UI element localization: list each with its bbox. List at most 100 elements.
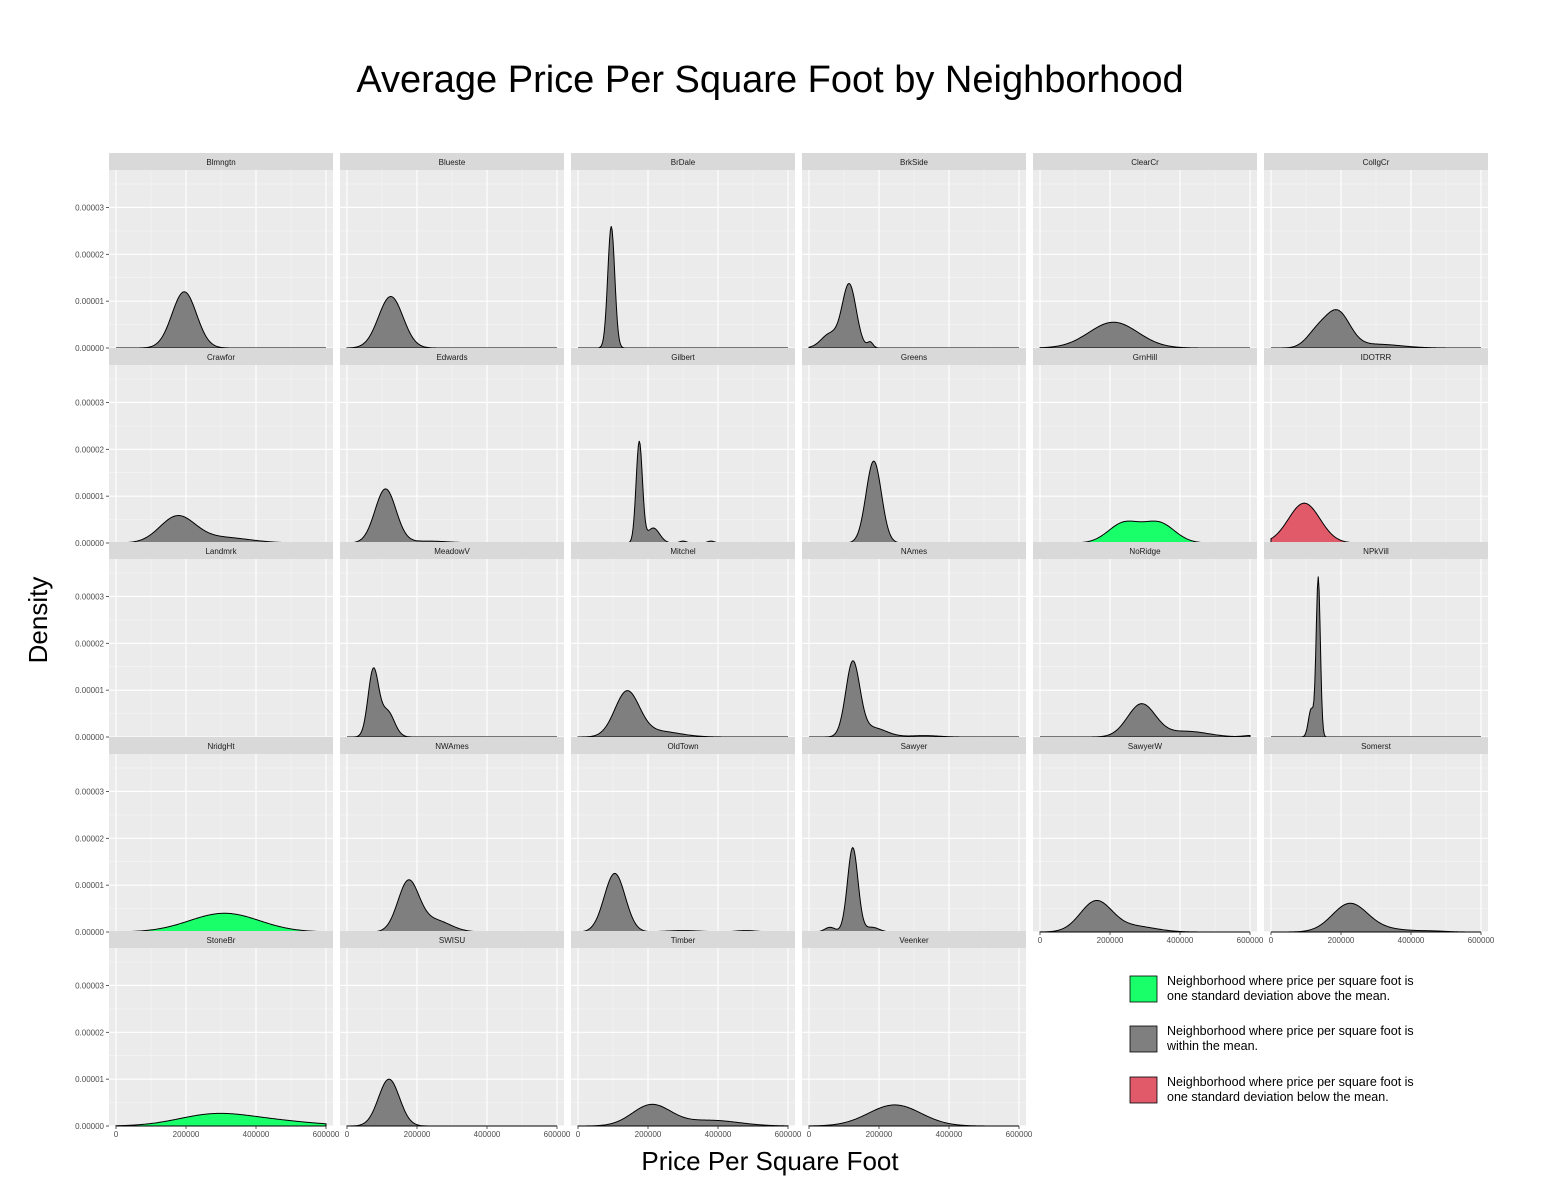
facet-names: NAmes [802,542,1026,738]
density-area [1271,309,1481,349]
y-tick-label: 0.00003 [75,787,104,796]
x-tick-label: 200000 [1097,936,1124,945]
facet-sawyer: Sawyer [802,737,1026,933]
x-tick-label: 200000 [866,1130,893,1139]
y-tick-label: 0.00002 [75,639,104,648]
x-tick-label: 200000 [404,1130,431,1139]
x-tick-label: 600000 [775,1130,802,1139]
facet-strip [1033,153,1257,170]
density-area [115,912,327,933]
y-tick-label: 0.00000 [75,1122,104,1131]
y-tick-label: 0.00000 [75,733,104,742]
y-tick-label: 0.00003 [75,592,104,601]
x-tick-label: 0 [1038,936,1043,945]
y-tick-label: 0.00001 [75,492,104,501]
legend-text-line2: one standard deviation above the mean. [1167,989,1390,1003]
density-area [808,1104,1019,1127]
chart-title: Average Price Per Square Foot by Neighbo… [356,59,1183,101]
facet-oldtown: OldTown [571,737,795,933]
facet-blueste: Blueste [340,153,564,349]
facet-strip [571,153,795,170]
facet-label: Sawyer [901,742,928,751]
density-area [1039,899,1250,933]
facet-brdale: BrDale [571,153,795,349]
facet-label: SawyerW [1128,742,1163,751]
facet-strip [340,153,564,170]
legend-text-line1: Neighborhood where price per square foot… [1167,974,1414,988]
legend-text-line2: one standard deviation below the mean. [1167,1090,1389,1104]
facet-grnhill: GrnHill [1033,348,1257,544]
x-tick-label: 400000 [474,1130,501,1139]
facet-mitchel: Mitchel [571,542,795,738]
facet-timber: Timber 0 200000 400000 600000 [571,931,802,1139]
legend-item-above: Neighborhood where price per square foot… [1129,974,1414,1003]
facet-label: Mitchel [670,547,696,556]
y-tick-label: 0.00003 [75,203,104,212]
facet-collgcr: CollgCr [1264,153,1488,349]
facet-label: NoRidge [1129,547,1161,556]
density-area [346,1078,557,1127]
facet-label: Timber [671,936,696,945]
facet-label: BrkSide [900,158,929,167]
x-tick-label: 400000 [1398,936,1425,945]
facet-label: Landmrk [205,547,237,556]
facet-strip [1264,542,1488,559]
facet-npkvill: NPkVill [1264,542,1488,738]
facet-strip [571,931,795,948]
legend-text-line2: within the mean. [1166,1039,1258,1053]
y-tick-label: 0.00001 [75,686,104,695]
x-tick-label: 200000 [1328,936,1355,945]
facet-strip [1033,737,1257,754]
facet-strip [571,348,795,365]
facet-label: ClearCr [1131,158,1159,167]
x-tick-label: 400000 [1167,936,1194,945]
density-area [1271,902,1481,933]
facet-strip [340,542,564,559]
facet-label: Gilbert [671,353,695,362]
facet-strip [340,348,564,365]
facet-label: Somerst [1361,742,1392,751]
facet-label: CollgCr [1363,158,1390,167]
facet-swisu: SWISU 0 200000 400000 600000 [340,931,571,1139]
x-tick-label: 0 [114,1130,119,1139]
facet-strip [802,542,1026,559]
x-tick-label: 200000 [635,1130,662,1139]
density-area [577,872,788,933]
x-tick-label: 0 [576,1130,581,1139]
facet-label: SWISU [439,936,465,945]
facet-strip [1033,348,1257,365]
legend: Neighborhood where price per square foot… [1129,974,1414,1104]
facet-strip [571,737,795,754]
facet-nwames: NWAmes [340,737,564,933]
x-tick-label: 0 [807,1130,812,1139]
y-tick-label: 0.00001 [75,297,104,306]
legend-item-within: Neighborhood where price per square foot… [1129,1024,1414,1053]
y-tick-label: 0.00002 [75,445,104,454]
facet-strip [571,542,795,559]
legend-swatch [1129,1076,1158,1104]
facet-strip [109,153,333,170]
y-tick-label: 0.00001 [75,1075,104,1084]
facet-veenker: Veenker 0 200000 400000 600000 [802,931,1033,1139]
facet-strip [1264,153,1488,170]
legend-swatch [1129,975,1158,1003]
facet-edwards: Edwards [340,348,564,544]
facet-brkside: BrkSide [802,153,1026,349]
facet-label: Veenker [899,936,929,945]
y-tick-label: 0.00000 [75,344,104,353]
facet-strip [802,737,1026,754]
x-tick-label: 400000 [705,1130,732,1139]
facet-strip [340,931,564,948]
y-tick-label: 0.00002 [75,834,104,843]
y-tick-label: 0.00003 [75,981,104,990]
facet-strip [802,931,1026,948]
x-tick-label: 0 [1269,936,1274,945]
facet-strip [109,348,333,365]
facet-strip [1033,542,1257,559]
facet-label: NWAmes [435,742,468,751]
facet-label: Greens [901,353,927,362]
legend-text-line1: Neighborhood where price per square foot… [1167,1075,1414,1089]
facet-label: NPkVill [1363,547,1389,556]
facet-crawfor: Crawfor 0.00000 0.00001 0.00002 0.00003 [75,348,333,548]
